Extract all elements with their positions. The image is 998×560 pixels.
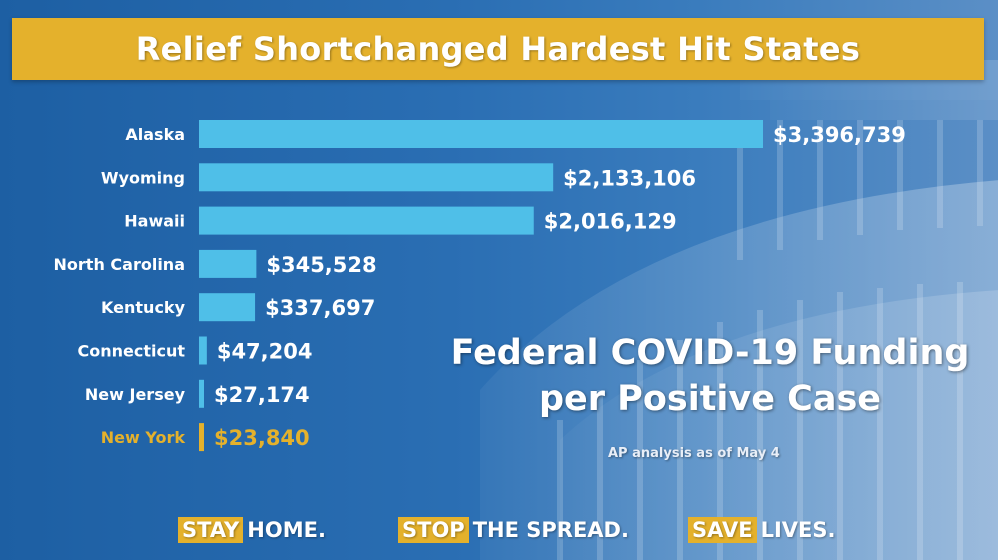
data-label: $47,204: [217, 340, 313, 364]
data-label: $345,528: [266, 253, 376, 277]
slogan-text: THE SPREAD.: [472, 518, 629, 542]
category-label: North Carolina: [54, 255, 185, 274]
data-label: $27,174: [214, 383, 310, 407]
bar: [199, 206, 534, 235]
source-note: AP analysis as of May 4: [608, 446, 780, 461]
slogan-text: HOME.: [247, 518, 326, 542]
slogan-stop-the-spread: STOP THE SPREAD.: [398, 517, 629, 543]
bar: [199, 163, 554, 192]
page-title: Relief Shortchanged Hardest Hit States: [135, 30, 861, 68]
bar: [199, 293, 256, 322]
slogan-footer: STAY HOME. STOP THE SPREAD. SAVE LIVES.: [0, 515, 998, 549]
bar: [199, 249, 257, 278]
capitol-background-image: [480, 60, 998, 560]
category-label: Hawaii: [124, 212, 185, 231]
bar: [199, 336, 207, 365]
title-banner: Relief Shortchanged Hardest Hit States: [12, 18, 984, 80]
data-label: $23,840: [214, 426, 310, 450]
slogan-save-lives: SAVE LIVES.: [688, 517, 835, 543]
data-label: $2,016,129: [544, 210, 677, 234]
slogan-highlight: STAY: [178, 517, 244, 543]
chart-title: Federal COVID-19 Funding per Positive Cas…: [450, 333, 970, 419]
slogan-highlight: STOP: [398, 517, 469, 543]
slogan-stay-home: STAY HOME.: [178, 517, 326, 543]
category-label: Wyoming: [101, 168, 185, 187]
data-label: $3,396,739: [773, 123, 906, 147]
category-label: Kentucky: [101, 298, 186, 317]
data-label: $337,697: [265, 296, 375, 320]
slogan-text: LIVES.: [760, 518, 836, 542]
slogan-highlight: SAVE: [688, 517, 757, 543]
bar: [199, 379, 204, 408]
category-label: Connecticut: [77, 342, 185, 361]
category-label: New York: [101, 428, 186, 447]
bar: [199, 120, 763, 148]
data-label: $2,133,106: [563, 166, 696, 190]
category-label: Alaska: [125, 125, 185, 144]
category-label: New Jersey: [85, 385, 186, 404]
bar: [199, 423, 204, 452]
